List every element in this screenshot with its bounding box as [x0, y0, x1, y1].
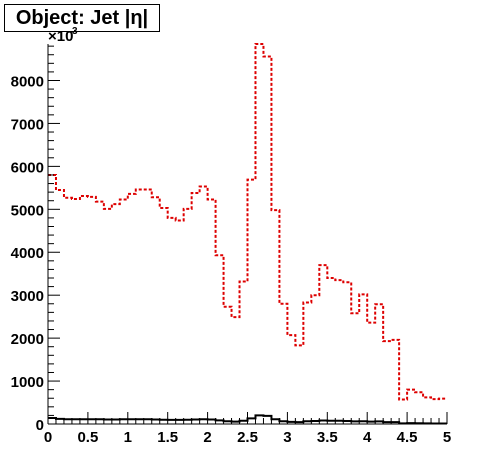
y-tick-label: 2000 — [11, 331, 44, 348]
x-tick-label: 1 — [124, 429, 132, 446]
histogram-series-2 — [48, 414, 447, 425]
x-tick-label: 0.5 — [77, 429, 98, 446]
histogram-series-1 — [48, 43, 447, 401]
chart-title: Object: Jet |η| — [4, 4, 160, 32]
y-tick-label: 8000 — [11, 73, 44, 90]
x-tick-label: 3 — [283, 429, 291, 446]
y-tick-label: 7000 — [11, 116, 44, 133]
x-tick-label: 4.5 — [397, 429, 418, 446]
y-tick-label: 0 — [36, 417, 44, 434]
y-tick-label: 3000 — [11, 288, 44, 305]
axes-layer — [47, 44, 448, 425]
x-tick-label: 0 — [44, 429, 52, 446]
x-tick-label: 4 — [363, 429, 372, 446]
y-tick-label: 4000 — [11, 245, 44, 262]
x-tick-label: 1.5 — [157, 429, 178, 446]
series-layer — [48, 43, 447, 425]
y-tick-label: 1000 — [11, 374, 44, 391]
x-tick-label: 2 — [203, 429, 211, 446]
y-multiplier-label: ×10 — [48, 28, 73, 45]
y-multiplier-exponent: 3 — [72, 26, 78, 37]
x-tick-label: 3.5 — [317, 429, 338, 446]
y-tick-label: 5000 — [11, 202, 44, 219]
y-tick-label: 6000 — [11, 159, 44, 176]
labels-layer: 0 1000 2000 3000 4000 5000 6000 7000 8000 0 0.5 1 1.… — [11, 26, 452, 446]
x-tick-label: 2.5 — [237, 429, 258, 446]
x-tick-label: 5 — [443, 429, 451, 446]
